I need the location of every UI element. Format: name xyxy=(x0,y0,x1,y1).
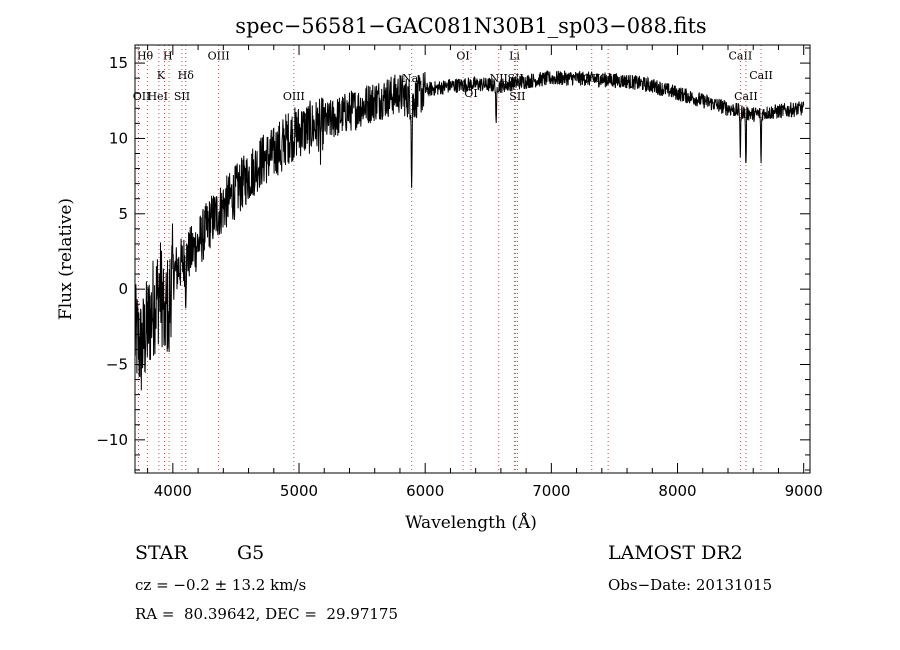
spectrum-line xyxy=(134,69,805,391)
line-marker-label-8: OIII xyxy=(283,90,305,103)
line-marker-label-15: SII xyxy=(509,90,525,103)
x-tick-label-6000: 6000 xyxy=(406,482,444,500)
line-marker-label-0: Hθ xyxy=(137,50,154,63)
x-axis-label: Wavelength (Å) xyxy=(405,512,537,533)
line-marker-label-20: CaII xyxy=(749,69,773,82)
line-marker-label-18: CaII xyxy=(729,50,753,63)
line-marker-label-10: OI xyxy=(456,50,469,63)
coordinates-readout: RA = 80.39642, DEC = 29.97175 xyxy=(135,605,399,623)
line-marker-label-19: CaII xyxy=(734,90,758,103)
line-marker-label-2: OIII xyxy=(208,50,230,63)
y-tick-label--5: −5 xyxy=(106,355,128,373)
line-marker-label-7: SII xyxy=(174,90,190,103)
plot-frame xyxy=(134,44,811,474)
line-marker-label-6: HeI xyxy=(147,90,167,103)
y-tick-label-5: 5 xyxy=(118,205,128,223)
line-marker-label-12: Li xyxy=(509,50,520,63)
line-marker-label-1: H xyxy=(163,50,173,63)
line-marker-label-4: Hδ xyxy=(178,69,195,82)
y-tick-label--10: −10 xyxy=(96,431,128,449)
redshift-readout: cz = −0.2 ± 13.2 km/s xyxy=(135,576,307,594)
spectrum-series xyxy=(134,69,805,391)
y-axis-label: Flux (relative) xyxy=(56,198,76,320)
survey-name: LAMOST DR2 xyxy=(608,542,743,564)
plot-axes: 4000 5000 6000 7000 8000 9000 −10 −5 0 5 10 15 xyxy=(96,44,823,500)
object-class: STAR xyxy=(135,542,188,564)
x-tick-label-4000: 4000 xyxy=(154,482,192,500)
x-tick-label-5000: 5000 xyxy=(280,482,318,500)
object-subclass: G5 xyxy=(237,542,265,564)
x-tick-label-7000: 7000 xyxy=(532,482,570,500)
x-tick-label-9000: 9000 xyxy=(785,482,823,500)
line-marker-label-3: K xyxy=(157,69,166,82)
observation-date: Obs−Date: 20131015 xyxy=(608,576,773,594)
y-tick-label-10: 10 xyxy=(109,129,128,147)
x-tick-label-8000: 8000 xyxy=(658,482,696,500)
chart-title: spec−56581−GAC081N30B1_sp03−088.fits xyxy=(235,14,706,38)
y-tick-label-15: 15 xyxy=(109,54,128,72)
y-tick-label-0: 0 xyxy=(118,280,128,298)
